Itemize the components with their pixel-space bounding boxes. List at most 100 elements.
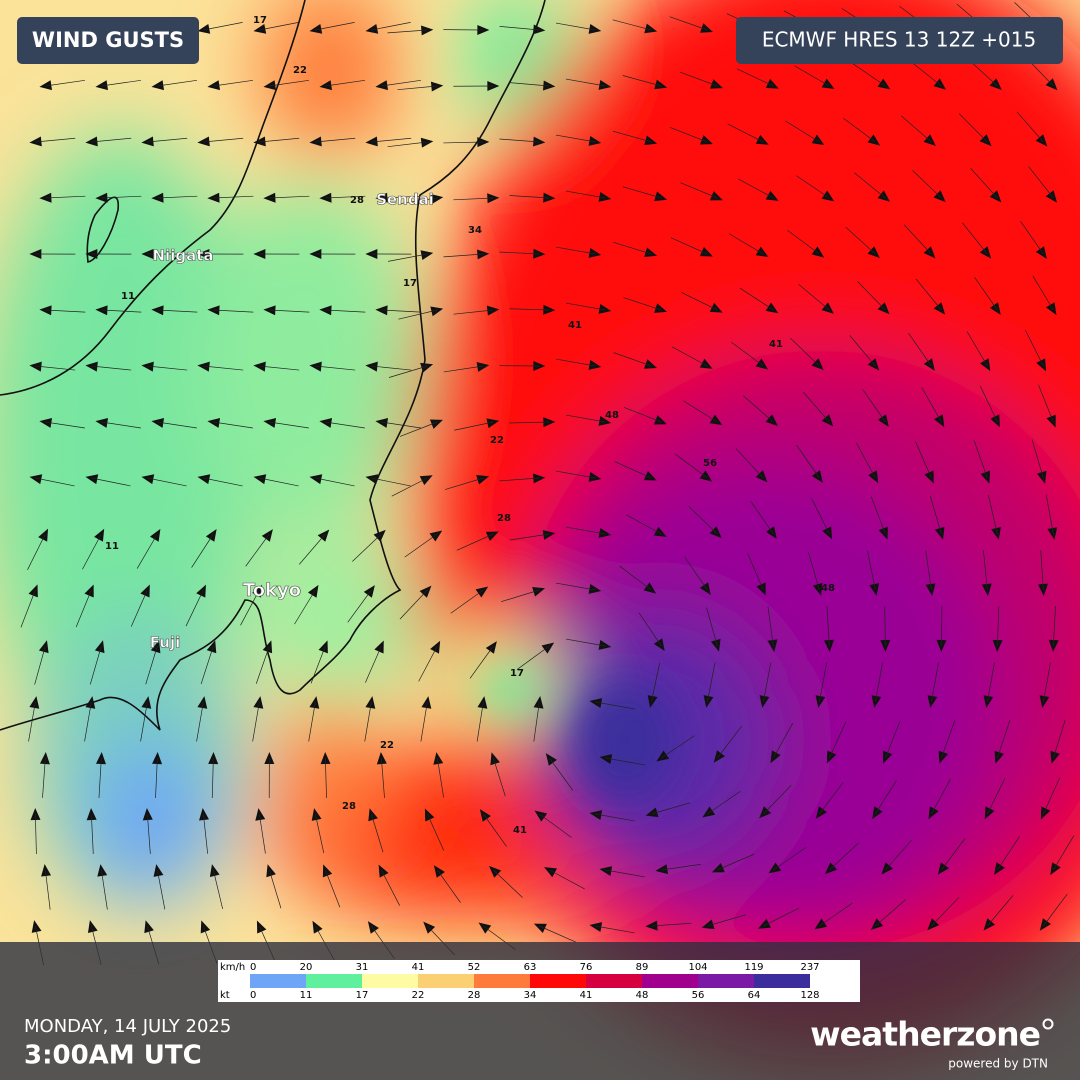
wind-arrow <box>421 696 432 709</box>
streamline <box>885 720 901 759</box>
contour-label: 56 <box>703 458 717 469</box>
wind-arrow <box>871 695 882 708</box>
wind-arrow <box>983 695 994 708</box>
legend-kt-label: 41 <box>580 990 593 1001</box>
wind-arrow <box>209 864 220 877</box>
streamline <box>101 869 108 910</box>
wind-arrow <box>430 81 444 92</box>
streamline <box>1016 111 1044 143</box>
wind-arrow <box>878 526 888 540</box>
streamline <box>819 902 853 927</box>
wind-arrow <box>923 358 935 371</box>
streamline <box>669 16 708 31</box>
wind-arrow <box>207 80 221 91</box>
streamline <box>684 556 708 591</box>
streamline <box>427 813 445 851</box>
legend-kmh-label: 31 <box>356 962 369 973</box>
wind-arrow <box>319 417 333 428</box>
contour-label: 28 <box>497 513 511 524</box>
streamline <box>325 309 366 313</box>
streamline <box>931 896 960 927</box>
wind-arrow <box>424 808 435 822</box>
streamline <box>651 922 692 927</box>
wind-arrow <box>647 695 658 708</box>
wind-arrow <box>31 920 42 933</box>
streamline <box>612 19 652 31</box>
streamline <box>509 533 550 541</box>
streamline <box>45 79 85 87</box>
streamline <box>794 65 830 87</box>
streamline <box>101 421 141 429</box>
streamline <box>997 606 1000 647</box>
streamline <box>884 605 886 647</box>
streamline <box>213 421 253 429</box>
streamline <box>1040 550 1044 591</box>
streamline <box>1025 330 1044 367</box>
streamline <box>147 137 188 143</box>
streamline <box>211 757 214 798</box>
wind-arrow <box>421 25 434 36</box>
contour-label: 48 <box>605 410 619 421</box>
streamline <box>987 895 1014 927</box>
streamline <box>683 400 718 423</box>
wind-arrow <box>261 529 273 542</box>
wind-arrow <box>140 584 150 598</box>
wind-arrow <box>253 696 264 709</box>
streamline <box>443 365 484 373</box>
wind-arrow <box>811 470 823 483</box>
contour-label: 17 <box>510 668 524 679</box>
streamline <box>612 130 652 143</box>
legend-swatch <box>362 974 418 988</box>
wind-arrow <box>711 863 725 873</box>
streamline <box>398 309 438 320</box>
streamline <box>661 735 695 759</box>
city-label: Sendai <box>376 191 434 209</box>
wind-arrow <box>1050 862 1061 876</box>
streamline <box>737 68 774 87</box>
wind-arrow <box>599 866 613 876</box>
streamline <box>565 302 606 311</box>
legend-kt-label: 17 <box>356 990 369 1001</box>
streamline <box>347 589 372 623</box>
streamline <box>549 757 574 791</box>
wind-arrow <box>150 640 161 654</box>
streamline <box>763 907 800 927</box>
wind-arrow <box>475 586 489 598</box>
wind-arrow <box>981 583 992 596</box>
streamline <box>613 352 652 367</box>
streamline <box>638 612 662 647</box>
contour-label: 34 <box>468 225 482 236</box>
streamline <box>875 662 883 703</box>
contour-label: 48 <box>821 583 835 594</box>
streamline <box>388 365 428 378</box>
wind-arrow <box>368 808 378 822</box>
streamline <box>915 278 942 311</box>
streamline <box>509 308 550 311</box>
wind-arrow <box>812 582 823 596</box>
legend-kt-label: 56 <box>692 990 705 1001</box>
legend-swatch <box>306 974 362 988</box>
wind-arrow <box>420 362 434 373</box>
wind-arrow <box>365 136 378 147</box>
wind-arrow <box>757 918 771 929</box>
contour-label: 41 <box>513 825 527 836</box>
wind-arrow <box>867 134 881 146</box>
streamline <box>845 226 876 255</box>
streamline <box>82 533 102 570</box>
wind-arrow <box>699 358 713 369</box>
wind-arrow <box>588 248 602 258</box>
streamline <box>763 662 772 703</box>
streamline <box>35 365 76 371</box>
streamline <box>595 813 635 822</box>
streamline <box>509 195 550 199</box>
wind-arrow <box>645 920 658 931</box>
legend-kt-label: 128 <box>800 990 819 1001</box>
streamline <box>807 551 820 591</box>
streamline <box>483 813 507 847</box>
streamline <box>997 719 1011 759</box>
streamline <box>185 589 204 627</box>
wind-arrow <box>1035 246 1047 259</box>
streamline <box>885 839 913 871</box>
streamline <box>1032 275 1054 311</box>
wind-arrow <box>700 23 714 33</box>
